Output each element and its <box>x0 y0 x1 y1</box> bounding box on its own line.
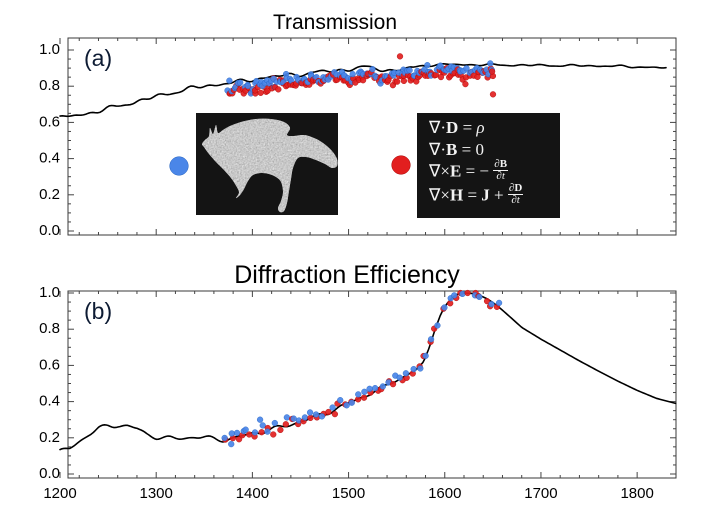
svg-text:1400: 1400 <box>236 485 269 502</box>
svg-text:0.4: 0.4 <box>39 393 60 410</box>
svg-text:Transmission: Transmission <box>273 11 397 34</box>
svg-text:1700: 1700 <box>524 485 557 502</box>
svg-text:0.6: 0.6 <box>39 113 60 130</box>
svg-text:1.0: 1.0 <box>39 41 60 58</box>
svg-text:0.6: 0.6 <box>39 356 60 373</box>
svg-text:Diffraction Efficiency: Diffraction Efficiency <box>234 261 460 289</box>
svg-text:0.4: 0.4 <box>39 150 60 167</box>
svg-text:1.0: 1.0 <box>39 284 60 301</box>
svg-text:1500: 1500 <box>332 485 365 502</box>
svg-text:0.8: 0.8 <box>39 77 60 94</box>
svg-text:0.2: 0.2 <box>39 186 60 203</box>
svg-text:0.0: 0.0 <box>39 465 60 482</box>
svg-text:1200: 1200 <box>43 485 76 502</box>
svg-text:1800: 1800 <box>620 485 653 502</box>
svg-text:(a): (a) <box>84 45 112 71</box>
svg-text:0.0: 0.0 <box>39 222 60 239</box>
svg-text:1600: 1600 <box>428 485 461 502</box>
svg-text:0.8: 0.8 <box>39 320 60 337</box>
svg-text:(b): (b) <box>84 298 112 324</box>
svg-text:1300: 1300 <box>140 485 173 502</box>
svg-text:0.2: 0.2 <box>39 429 60 446</box>
